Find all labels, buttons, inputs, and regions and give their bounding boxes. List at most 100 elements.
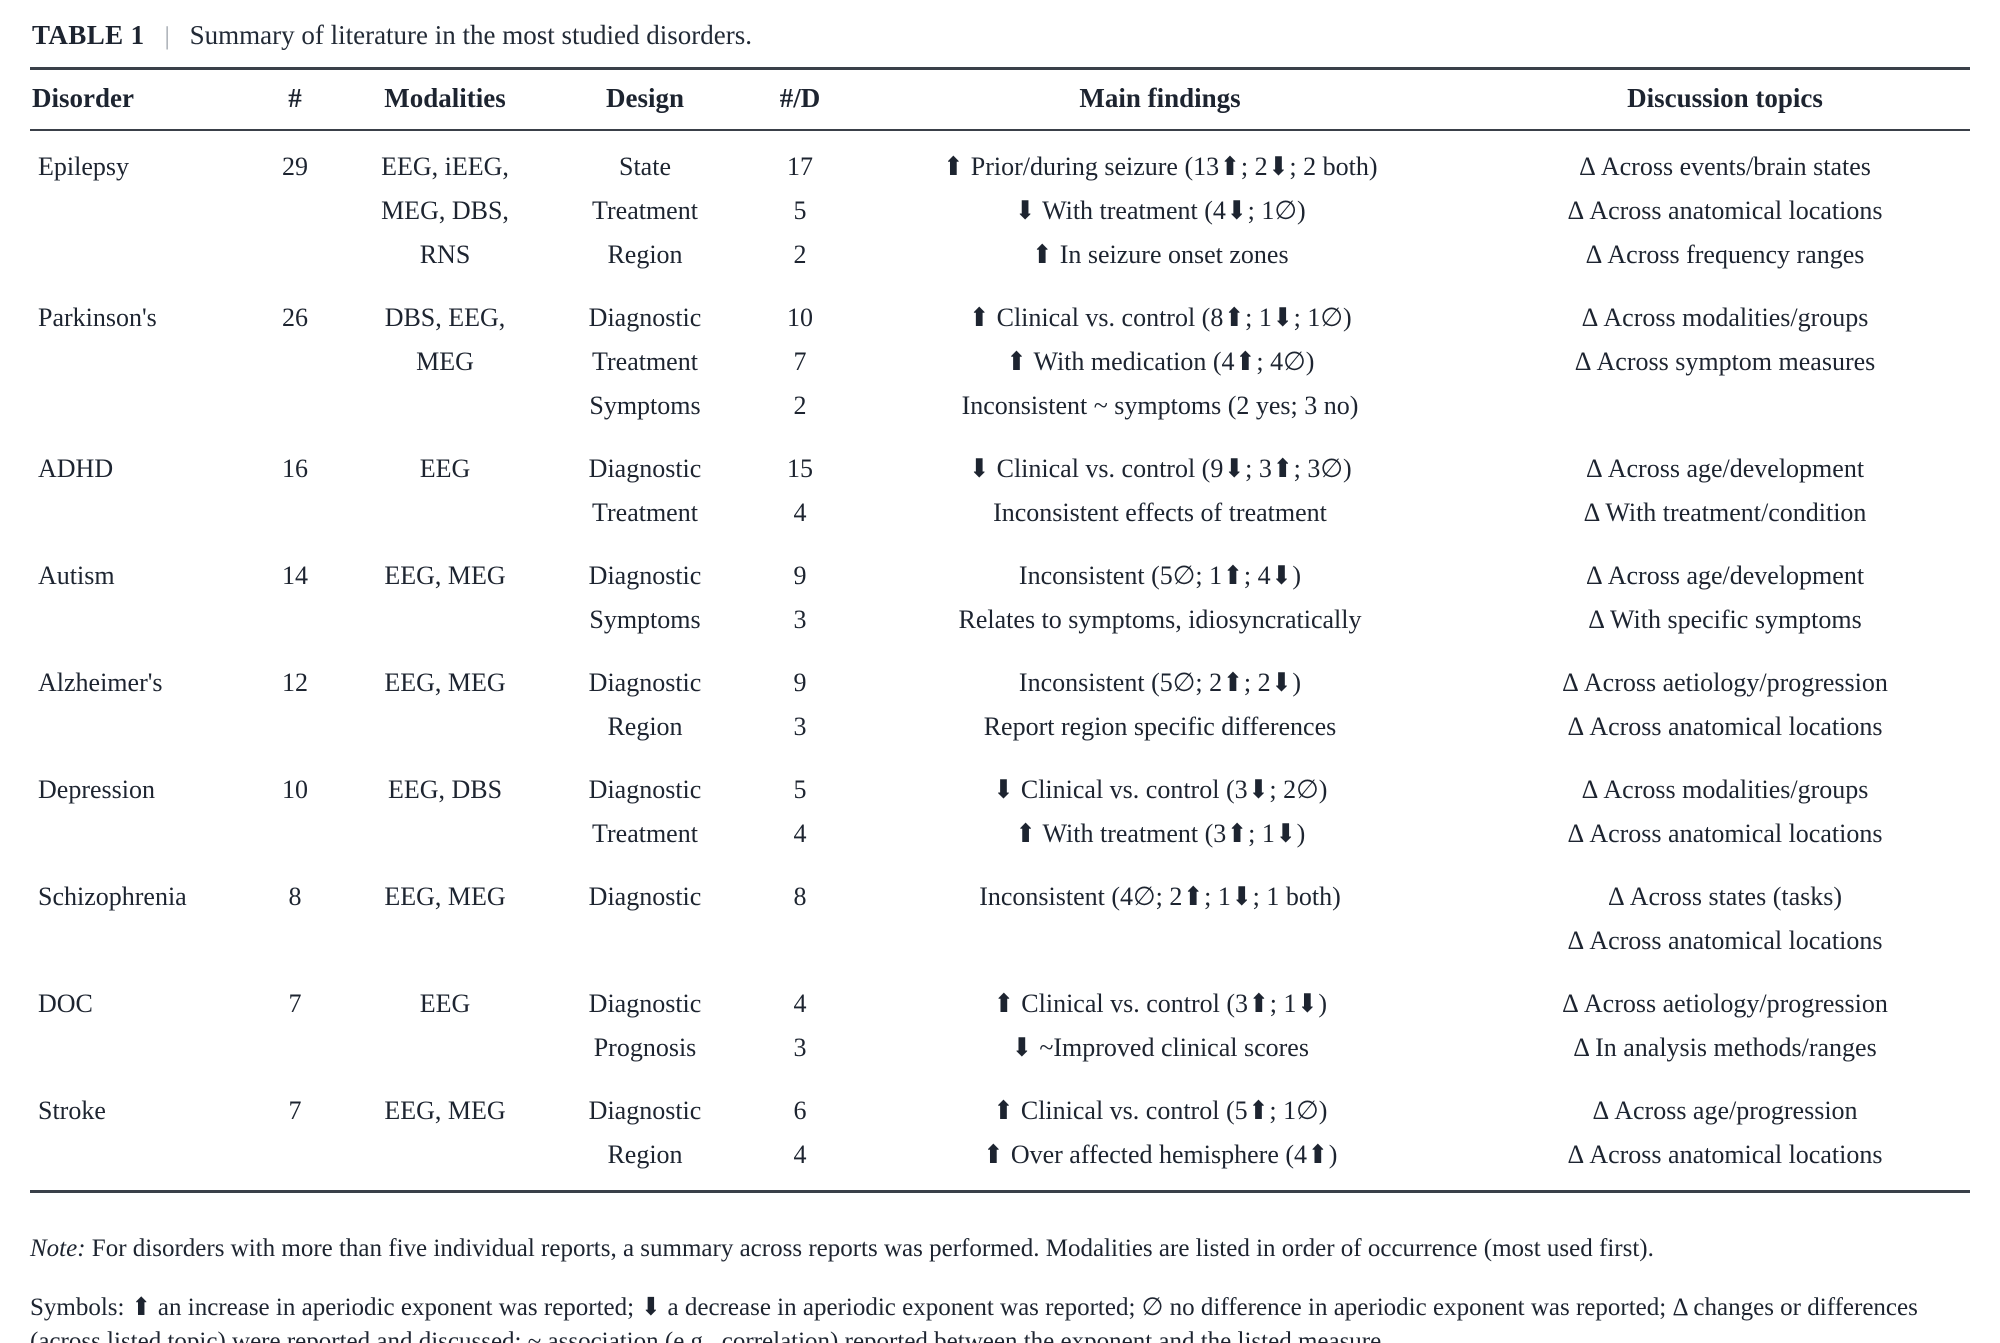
per-design-line: 4: [793, 989, 807, 1018]
cell-design: Diagnostic Treatment: [530, 447, 760, 535]
findings-line: Report region specific differences: [983, 712, 1337, 741]
cell-modalities: DBS, EEG, MEG: [360, 296, 530, 428]
discussion-line: Δ In analysis methods/ranges: [1573, 1033, 1877, 1062]
note-text: For disorders with more than five indivi…: [85, 1235, 1654, 1262]
findings-line: Inconsistent (5∅; 2⬆; 2⬇): [1018, 668, 1302, 697]
cell-modalities: EEG, MEG: [360, 875, 530, 963]
discussion-line: Δ Across anatomical locations: [1567, 926, 1883, 955]
table-row: Depression 10 EEG, DBS Diagnostic Treatment 5…: [30, 758, 1970, 865]
per-design-line: 5: [793, 196, 807, 225]
per-design-line: 8: [793, 882, 807, 911]
modalities-line: EEG, MEG: [384, 668, 506, 697]
disorder-line: ADHD: [38, 454, 114, 483]
column-header-modalities: Modalities: [384, 83, 506, 113]
discussion-line: Δ Across modalities/groups: [1581, 775, 1869, 804]
count-line: 10: [282, 775, 308, 804]
table-row: Stroke 7 EEG, MEG Diagnostic Region 6 4 ⬆ Clini…: [30, 1079, 1970, 1186]
cell-findings: ⬆ Clinical vs. control (8⬆; 1⬇; 1∅) ⬆ Wit…: [840, 296, 1480, 428]
discussion-line: Δ Across anatomical locations: [1567, 1140, 1883, 1169]
cell-disorder: DOC: [30, 982, 230, 1070]
disorder-line: Depression: [38, 775, 155, 804]
design-line: Treatment: [592, 196, 698, 225]
design-line: Diagnostic: [588, 668, 702, 697]
findings-line: ⬇ Clinical vs. control (9⬇; 3⬆; 3∅): [968, 454, 1352, 483]
design-line: Prognosis: [593, 1033, 697, 1062]
findings-line: ⬆ With medication (4⬆; 4∅): [1005, 347, 1315, 376]
disorder-line: Autism: [38, 561, 115, 590]
per-design-line: 9: [793, 561, 807, 590]
cell-modalities: EEG, iEEG, MEG, DBS, RNS: [360, 145, 530, 277]
findings-line: ⬆ Clinical vs. control (3⬆; 1⬇): [993, 989, 1327, 1018]
cell-count: 7: [230, 1089, 360, 1177]
count-line: 8: [288, 882, 302, 911]
count-line: 26: [282, 303, 308, 332]
disorder-line: DOC: [38, 989, 93, 1018]
findings-line: ⬆ Clinical vs. control (5⬆; 1∅): [992, 1096, 1328, 1125]
table-row: Alzheimer's 12 EEG, MEG Diagnostic Region 9 3 I…: [30, 651, 1970, 758]
cell-design: Diagnostic Treatment: [530, 768, 760, 856]
design-line: Symptoms: [589, 391, 701, 420]
findings-line: Inconsistent (5∅; 1⬆; 4⬇): [1018, 561, 1302, 590]
cell-findings: ⬆ Clinical vs. control (5⬆; 1∅) ⬆ Over af…: [840, 1089, 1480, 1177]
per-design-line: 2: [793, 240, 807, 269]
cell-discussion: Δ Across states (tasks) Δ Across anatomic…: [1480, 875, 1970, 963]
per-design-line: 15: [787, 454, 813, 483]
count-line: 12: [282, 668, 308, 697]
discussion-line: Δ Across anatomical locations: [1567, 196, 1883, 225]
modalities-line: RNS: [419, 240, 471, 269]
table-row: DOC 7 EEG Diagnostic Prognosis 4 3 ⬆ Clinical v…: [30, 972, 1970, 1079]
findings-line: ⬇ Clinical vs. control (3⬇; 2∅): [992, 775, 1328, 804]
findings-line: ⬆ Prior/during seizure (13⬆; 2⬇; 2 both): [942, 152, 1378, 181]
modalities-line: EEG: [419, 454, 471, 483]
design-line: Diagnostic: [588, 989, 702, 1018]
design-line: Region: [607, 240, 683, 269]
design-line: Diagnostic: [588, 775, 702, 804]
per-design-line: 3: [793, 712, 807, 741]
cell-findings: ⬆ Clinical vs. control (3⬆; 1⬇) ⬇ ~Improv…: [840, 982, 1480, 1070]
cell-count: 12: [230, 661, 360, 749]
findings-line: Inconsistent (4∅; 2⬆; 1⬇; 1 both): [979, 882, 1341, 911]
discussion-line: Δ With treatment/condition: [1583, 498, 1867, 527]
design-line: Treatment: [592, 498, 698, 527]
count-line: 7: [288, 1096, 302, 1125]
caption-separator: |: [164, 23, 170, 50]
cell-count: 7: [230, 982, 360, 1070]
cell-findings: Inconsistent (5∅; 1⬆; 4⬇) Relates to symp…: [840, 554, 1480, 642]
cell-discussion: Δ Across age/development Δ With treatment…: [1480, 447, 1970, 535]
caption-text: Summary of literature in the most studie…: [189, 20, 753, 50]
findings-line: Inconsistent ~ symptoms (2 yes; 3 no): [961, 391, 1359, 420]
modalities-line: EEG, MEG: [384, 561, 506, 590]
discussion-line: Δ Across aetiology/progression: [1562, 989, 1888, 1018]
cell-per-design: 17 5 2: [760, 145, 840, 277]
design-line: Diagnostic: [588, 303, 702, 332]
cell-count: 14: [230, 554, 360, 642]
cell-modalities: EEG, MEG: [360, 661, 530, 749]
findings-line: ⬇ ~Improved clinical scores: [1011, 1033, 1309, 1062]
table-body: Epilepsy 29 EEG, iEEG, MEG, DBS, RNS State Tre…: [30, 131, 1970, 1190]
design-line: Diagnostic: [588, 1096, 702, 1125]
cell-discussion: Δ Across aetiology/progression Δ In analy…: [1480, 982, 1970, 1070]
cell-design: Diagnostic Region: [530, 661, 760, 749]
modalities-line: EEG, MEG: [384, 882, 506, 911]
table-row: Autism 14 EEG, MEG Diagnostic Symptoms 9 3 Inco…: [30, 544, 1970, 651]
per-design-line: 5: [793, 775, 807, 804]
per-design-line: 4: [793, 1140, 807, 1169]
column-header-per-design: #/D: [779, 83, 821, 113]
top-rule: [30, 67, 1970, 70]
cell-per-design: 10 7 2: [760, 296, 840, 428]
modalities-line: EEG, MEG: [384, 1096, 506, 1125]
design-line: Symptoms: [589, 605, 701, 634]
modalities-line: DBS, EEG,: [384, 303, 506, 332]
discussion-line: Δ Across anatomical locations: [1567, 819, 1883, 848]
modalities-line: EEG, iEEG,: [381, 152, 509, 181]
findings-line: ⬆ In seizure onset zones: [1031, 240, 1289, 269]
cell-modalities: EEG: [360, 447, 530, 535]
cell-discussion: Δ Across age/progression Δ Across anatomi…: [1480, 1089, 1970, 1177]
cell-disorder: Schizophrenia: [30, 875, 230, 963]
per-design-line: 4: [793, 498, 807, 527]
cell-modalities: EEG, DBS: [360, 768, 530, 856]
